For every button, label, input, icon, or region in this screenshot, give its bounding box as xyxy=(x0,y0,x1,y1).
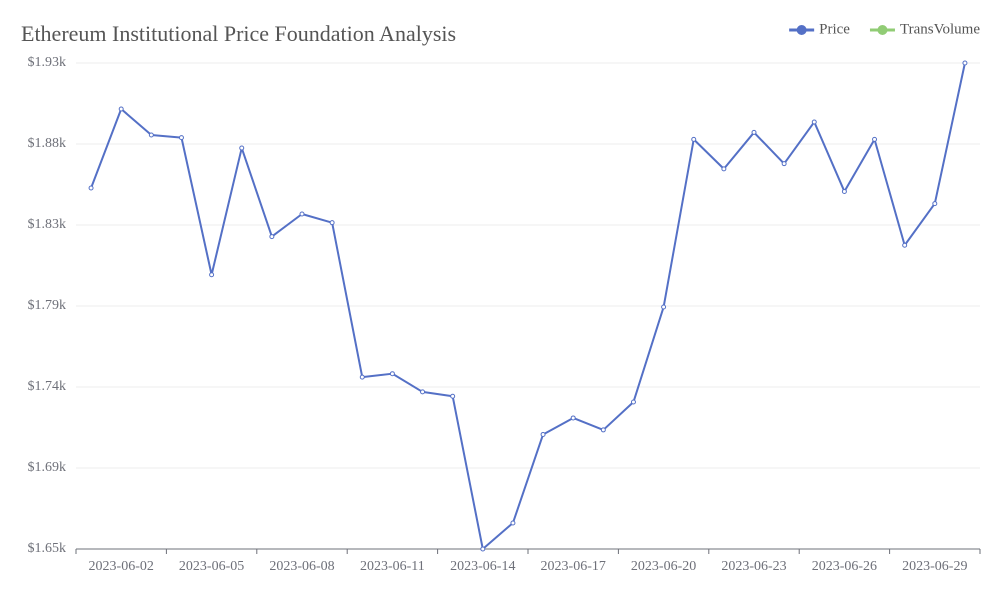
point xyxy=(691,136,697,142)
y-tick-label: $1.79k xyxy=(28,298,67,313)
point xyxy=(661,304,667,310)
point xyxy=(721,166,727,172)
point xyxy=(148,132,154,138)
legend-label: TransVolume xyxy=(900,21,980,37)
point xyxy=(841,188,847,194)
point xyxy=(269,234,275,240)
y-tick-label: $1.93k xyxy=(28,55,67,70)
y-tick-label: $1.65k xyxy=(28,541,67,556)
x-tick-label: 2023-06-08 xyxy=(269,559,334,574)
point xyxy=(389,371,395,377)
point xyxy=(118,106,124,112)
point xyxy=(329,220,335,226)
legend-swatch-dot xyxy=(796,25,807,35)
x-tick-label: 2023-06-14 xyxy=(450,559,515,574)
point xyxy=(540,431,546,437)
y-tick-label: $1.74k xyxy=(28,379,67,394)
point xyxy=(209,272,215,278)
point xyxy=(178,135,184,141)
x-tick-label: 2023-06-11 xyxy=(360,559,425,574)
point xyxy=(600,427,606,433)
line xyxy=(90,62,966,550)
x-tick-label: 2023-06-20 xyxy=(631,559,696,574)
x-tick-label: 2023-06-17 xyxy=(541,559,606,574)
chart-title: Ethereum Institutional Price Foundation … xyxy=(21,21,456,46)
point xyxy=(88,185,94,191)
y-tick-label: $1.83k xyxy=(28,217,67,232)
point xyxy=(751,129,757,135)
point xyxy=(630,399,636,405)
legend-label: Price xyxy=(819,21,850,37)
point xyxy=(902,242,908,248)
point xyxy=(962,60,968,66)
x-tick-label: 2023-06-05 xyxy=(179,559,244,574)
point xyxy=(811,119,817,125)
point xyxy=(239,145,245,151)
point xyxy=(781,161,787,167)
x-tick-label: 2023-06-29 xyxy=(902,559,967,574)
x-tick-label: 2023-06-02 xyxy=(89,559,154,574)
point xyxy=(420,389,426,395)
x-tick-label: 2023-06-26 xyxy=(812,559,877,574)
point xyxy=(570,415,576,421)
point xyxy=(359,374,365,380)
point xyxy=(480,546,486,552)
y-tick-label: $1.88k xyxy=(28,136,67,151)
point xyxy=(872,136,878,142)
point xyxy=(450,393,456,399)
point xyxy=(510,520,516,526)
point xyxy=(299,211,305,217)
y-tick-label: $1.69k xyxy=(28,460,67,475)
point xyxy=(932,201,938,207)
x-tick-label: 2023-06-23 xyxy=(721,559,786,574)
legend-swatch-dot xyxy=(877,25,888,35)
